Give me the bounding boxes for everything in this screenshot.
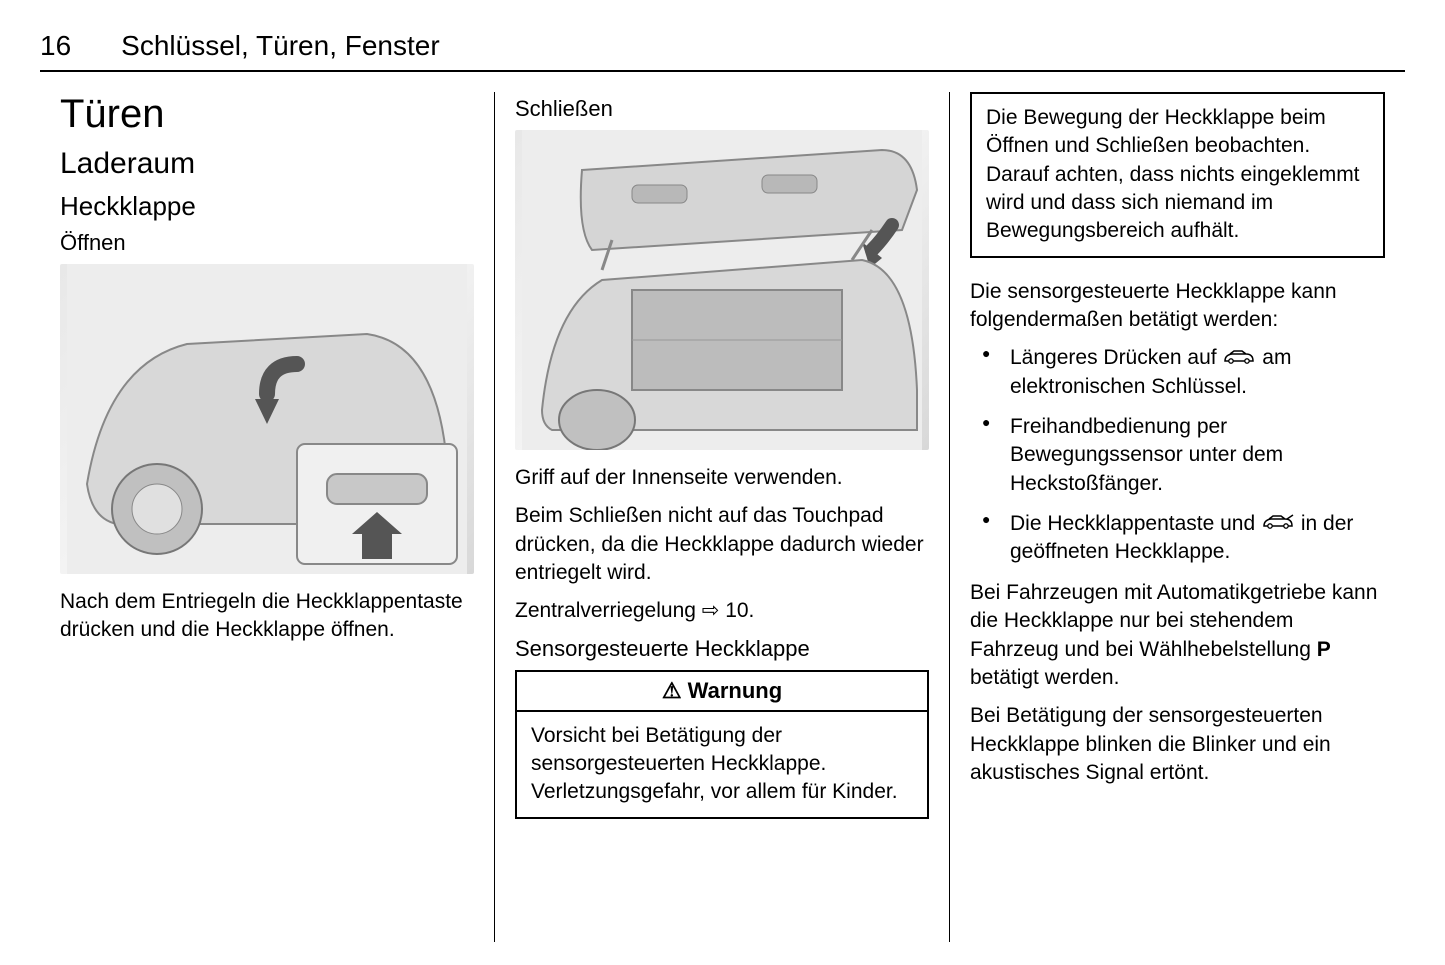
info-box: Die Bewegung der Heckklappe beim Öffnen …: [970, 92, 1385, 258]
heading-open: Öffnen: [60, 230, 474, 256]
text-signal: Bei Betätigung der sensorgesteuerten Hec…: [970, 702, 1385, 787]
heading-doors: Türen: [60, 92, 474, 137]
li1-text-a: Längeres Drücken auf: [1010, 346, 1222, 369]
warning-box: ⚠ Warnung Vorsicht bei Betätigung der se…: [515, 670, 929, 819]
text-automatic: Bei Fahrzeugen mit Automatikgetriebe kan…: [970, 579, 1385, 692]
page-content: Türen Laderaum Heckklappe Öffnen Nach de…: [40, 92, 1405, 942]
column-3: Die Bewegung der Heckklappe beim Öffnen …: [950, 92, 1405, 942]
column-2: Schließen Griff auf der Innenseite verwe…: [495, 92, 950, 942]
text-close-handle: Griff auf der Innenseite verwenden.: [515, 464, 929, 492]
gear-p-label: P: [1317, 638, 1331, 661]
heading-cargo: Laderaum: [60, 147, 474, 181]
text-central-locking: Zentralverriegelung ⇨ 10.: [515, 597, 929, 625]
car-open-tailgate-illustration: [515, 130, 929, 450]
li3-text-a: Die Heckklappentaste und: [1010, 512, 1261, 535]
text-close-touchpad: Beim Schließen nicht auf das Touchpad dr…: [515, 502, 929, 587]
warning-body: Vorsicht bei Betätigung der sensorgesteu…: [517, 712, 927, 817]
auto-c: betätigt werden.: [970, 666, 1119, 689]
text-sensor-intro: Die sensorgesteuerte Heckklappe kann fol…: [970, 278, 1385, 335]
figure-tailgate-button: [60, 264, 474, 574]
page-number: 16: [40, 30, 71, 62]
list-item-longpress: Längeres Drücken auf am elektronischen S…: [970, 344, 1385, 401]
list-item-handsfree: Freihandbedienung per Bewegungssensor un…: [970, 413, 1385, 498]
text-central-locking-label: Zentralverriegelung: [515, 599, 702, 622]
car-rear-illustration: [60, 264, 474, 574]
car-open-icon: [1261, 512, 1295, 536]
warning-title: ⚠ Warnung: [517, 672, 927, 712]
chapter-title: Schlüssel, Türen, Fenster: [121, 30, 440, 62]
operation-list: Längeres Drücken auf am elektronischen S…: [970, 344, 1385, 566]
car-key-icon: [1222, 347, 1256, 371]
page-header: 16 Schlüssel, Türen, Fenster: [40, 30, 1405, 72]
column-1: Türen Laderaum Heckklappe Öffnen Nach de…: [40, 92, 495, 942]
heading-tailgate: Heckklappe: [60, 191, 474, 222]
text-open-instruction: Nach dem Entriegeln die Heckklappentaste…: [60, 588, 474, 645]
list-item-button: Die Heckklappentaste und in der geöffnet…: [970, 510, 1385, 567]
crossref-link[interactable]: ⇨ 10.: [702, 599, 755, 622]
heading-sensor-tailgate: Sensorgesteuerte Heckklappe: [515, 636, 929, 662]
heading-close: Schließen: [515, 96, 929, 122]
figure-tailgate-open: [515, 130, 929, 450]
